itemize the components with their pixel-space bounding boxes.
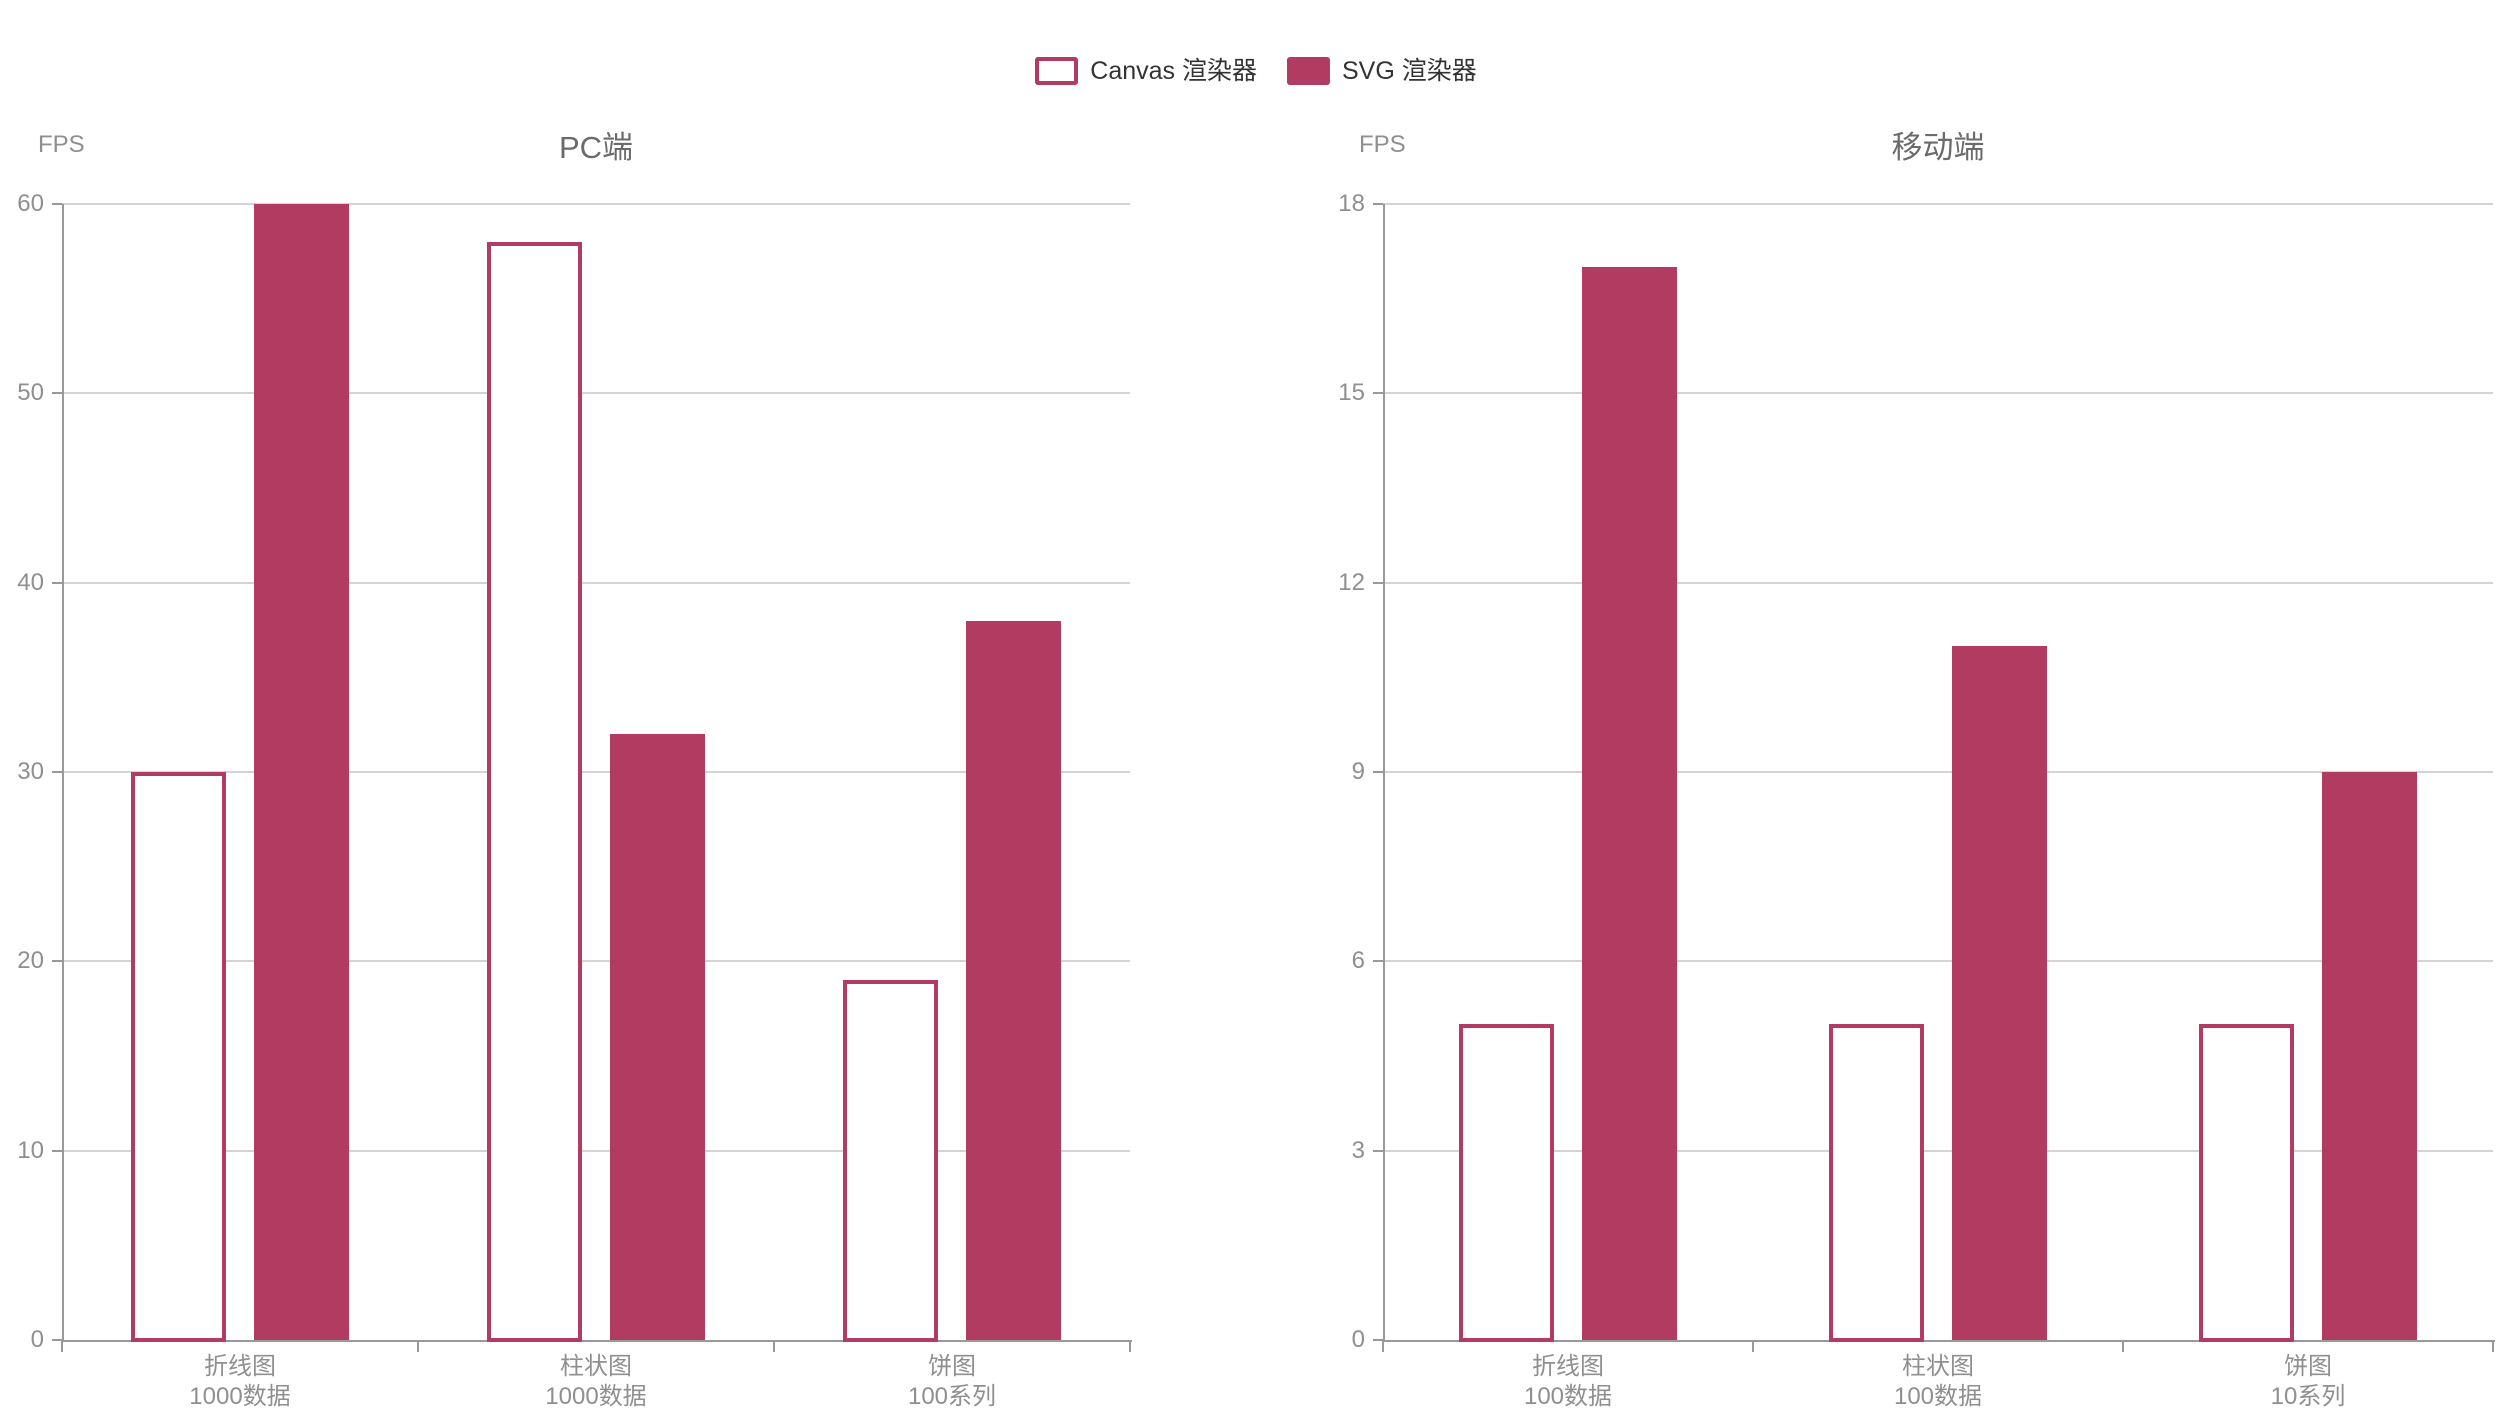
bar-canvas-renderer[interactable] <box>131 772 226 1342</box>
x-axis-line <box>1383 1340 2495 1342</box>
grid-line <box>1383 203 2493 205</box>
y-axis-label: 3 <box>1351 1136 1365 1164</box>
y-axis-tick <box>1373 581 1383 584</box>
y-axis-label: 50 <box>17 379 44 407</box>
x-axis-category-label: 柱状图 1000数据 <box>545 1353 647 1410</box>
x-axis-tick <box>773 1340 775 1352</box>
y-axis-line <box>1383 204 1385 1342</box>
legend-item-svg-renderer[interactable]: SVG 渲染器 <box>1286 56 1477 86</box>
chart-title: 移动端 <box>1891 130 1985 165</box>
grid-line <box>1383 392 2493 395</box>
grid-line <box>62 581 1130 584</box>
x-axis-category-label: 饼图 10系列 <box>2270 1353 2346 1410</box>
x-axis-tick <box>1129 1340 1131 1352</box>
bar-canvas-renderer[interactable] <box>2199 1024 2294 1342</box>
grid-line <box>1383 1149 2493 1152</box>
x-axis-tick <box>61 1340 63 1352</box>
x-axis-tick <box>1382 1340 1384 1352</box>
bar-canvas-renderer[interactable] <box>1459 1024 1554 1342</box>
y-axis-label: 0 <box>30 1326 44 1353</box>
bar-canvas-renderer[interactable] <box>487 241 582 1342</box>
x-axis-tick <box>1752 1340 1754 1352</box>
legend-swatch-svg <box>1286 57 1330 85</box>
bar-svg-renderer[interactable] <box>254 204 349 1340</box>
bar-canvas-renderer[interactable] <box>843 980 938 1342</box>
y-axis-tick <box>52 960 62 963</box>
y-axis-tick <box>1373 771 1383 773</box>
grid-line <box>62 1149 1130 1152</box>
y-axis-line <box>62 204 64 1342</box>
y-axis-tick <box>52 1149 62 1152</box>
x-axis-category-label: 折线图 100数据 <box>1523 1353 1613 1410</box>
legend-label-svg: SVG 渲染器 <box>1341 57 1477 85</box>
y-axis-tick <box>1373 392 1383 395</box>
bar-svg-renderer[interactable] <box>966 620 1061 1340</box>
y-axis-label: 6 <box>1351 947 1365 975</box>
grid-line <box>1383 771 2493 773</box>
legend: Canvas 渲染器 SVG 渲染器 <box>0 56 2512 86</box>
y-axis-tick <box>52 581 62 584</box>
grid-line <box>1383 581 2493 584</box>
y-axis-label: 12 <box>1338 568 1365 596</box>
y-axis-label: 30 <box>17 758 44 785</box>
y-axis-label: 10 <box>17 1136 44 1164</box>
bar-svg-renderer[interactable] <box>1582 267 1677 1340</box>
x-axis-category-label: 折线图 1000数据 <box>189 1353 291 1410</box>
y-axis-label: 15 <box>1338 379 1365 407</box>
grid-line <box>1383 960 2493 963</box>
x-axis-tick <box>2492 1340 2494 1352</box>
y-axis-label: 20 <box>17 947 44 975</box>
x-axis-tick <box>2122 1340 2124 1352</box>
y-axis-tick <box>1373 203 1383 205</box>
y-axis-tick <box>52 771 62 773</box>
legend-swatch-canvas <box>1035 57 1079 85</box>
legend-label-canvas: Canvas 渲染器 <box>1090 57 1257 85</box>
y-axis-label: 40 <box>17 568 44 596</box>
y-axis-name: FPS <box>1359 131 1406 158</box>
y-axis-label: 18 <box>1338 190 1365 217</box>
y-axis-name: FPS <box>38 131 85 158</box>
grid-line <box>62 771 1130 773</box>
y-axis-label: 0 <box>1351 1326 1365 1353</box>
x-axis-tick <box>417 1340 419 1352</box>
bar-canvas-renderer[interactable] <box>1829 1024 1924 1342</box>
chart-title: PC端 <box>558 130 634 165</box>
y-axis-tick <box>52 203 62 205</box>
y-axis-tick <box>1373 960 1383 963</box>
bar-svg-renderer[interactable] <box>610 734 705 1340</box>
grid-line <box>62 392 1130 395</box>
y-axis-label: 9 <box>1351 758 1365 785</box>
bar-svg-renderer[interactable] <box>1952 645 2047 1340</box>
grid-line <box>62 960 1130 963</box>
bar-svg-renderer[interactable] <box>2322 772 2417 1340</box>
grid-line <box>62 203 1130 205</box>
y-axis-tick <box>1373 1339 1383 1341</box>
y-axis-label: 60 <box>17 190 44 217</box>
x-axis-category-label: 柱状图 100数据 <box>1893 1353 1983 1410</box>
x-axis-line <box>62 1340 1132 1342</box>
y-axis-tick <box>1373 1149 1383 1152</box>
legend-item-canvas-renderer[interactable]: Canvas 渲染器 <box>1035 56 1257 86</box>
y-axis-tick <box>52 1339 62 1341</box>
y-axis-tick <box>52 392 62 395</box>
x-axis-category-label: 饼图 100系列 <box>907 1353 997 1410</box>
